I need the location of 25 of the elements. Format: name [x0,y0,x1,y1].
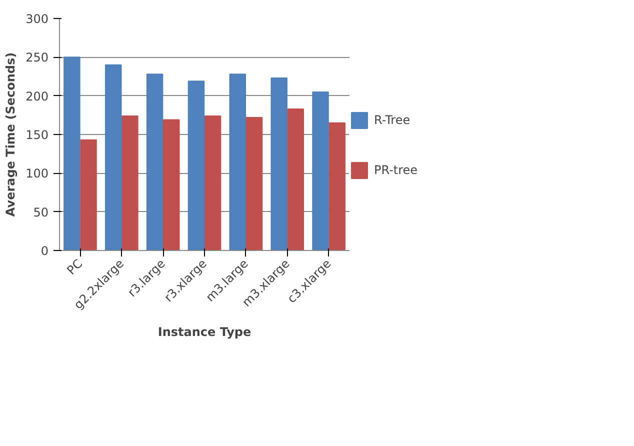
bar [246,116,263,250]
bar [270,78,288,250]
bar [104,64,122,250]
bar [287,108,304,250]
bar [80,139,97,250]
bar [122,115,138,250]
y-tick-label: 100 [26,166,48,181]
y-tick-label: 50 [33,205,49,220]
bar [229,74,246,250]
bar [64,56,80,250]
y-tick-label: 150 [26,128,48,142]
y-axis-title: Average Time (Seconds) [4,52,18,217]
bar [328,122,346,250]
y-tick-label: 250 [26,50,48,65]
bar [146,74,164,250]
legend-label: PR-tree [374,163,418,177]
y-tick-label: 0 [40,244,49,258]
bar [188,80,205,250]
bar [204,115,222,250]
bar [162,119,180,250]
x-axis-title: Instance Type [158,324,252,339]
legend-label: R-Tree [374,113,410,127]
bar [312,91,329,250]
y-tick-label: 200 [26,89,48,104]
y-tick-label: 300 [26,12,48,26]
